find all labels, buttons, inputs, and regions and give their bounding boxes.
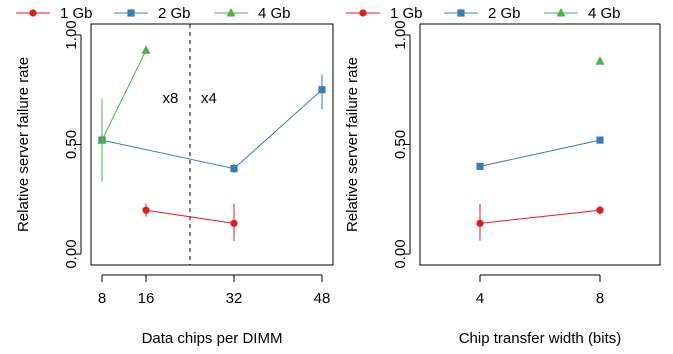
plot-frame (419, 23, 661, 266)
y-tick-label: 0.50 (392, 130, 409, 159)
series-4-gb (97, 45, 151, 182)
series-4-gb (595, 56, 605, 65)
series-1-gb (476, 203, 604, 241)
x-axis-title: Data chips per DIMM (142, 330, 283, 347)
y-axis-title: Relative server failure rate (344, 57, 361, 232)
data-point (596, 136, 604, 144)
data-point (142, 206, 150, 214)
legend-label: 4 Gb (258, 5, 291, 22)
legend-marker (29, 9, 37, 17)
legend: 1 Gb 2 Gb 4 Gb (16, 5, 291, 22)
data-point (476, 162, 484, 171)
legend: 1 Gb 2 Gb 4 Gb (346, 5, 621, 22)
plot-frame (90, 23, 334, 266)
x-tick-label: 8 (98, 290, 106, 307)
x-axis-title: Chip transfer width (bits) (459, 330, 622, 347)
chart-panel-2: 4 8 0.00 0.50 1.00 Chip transfer width (bits)… (344, 5, 661, 347)
series-line (479, 139, 601, 167)
data-point (476, 219, 484, 227)
data-point (595, 56, 605, 65)
legend-marker (457, 9, 465, 17)
y-tick-label: 1.00 (392, 20, 409, 49)
annotation-x4: x4 (201, 90, 217, 107)
y-axis-title: Relative server failure rate (15, 57, 32, 232)
legend-label: 2 Gb (488, 5, 521, 22)
series-line (145, 209, 235, 224)
data-point (141, 45, 151, 54)
series-2-gb (476, 136, 604, 171)
annotation-x8: x8 (163, 90, 179, 107)
y-tick-label: 0.00 (392, 239, 409, 268)
legend-label: 4 Gb (588, 5, 621, 22)
x-tick-label: 48 (314, 290, 331, 307)
series-line (479, 209, 601, 224)
x-tick-label: 32 (226, 290, 243, 307)
legend-marker (226, 8, 236, 17)
y-tick-label: 0.50 (63, 130, 80, 159)
data-point (596, 206, 604, 214)
data-point (230, 219, 238, 227)
y-tick-label: 0.00 (63, 239, 80, 268)
legend-marker (127, 9, 135, 17)
data-point (97, 135, 107, 144)
data-point (318, 86, 326, 94)
legend-marker (556, 8, 566, 17)
x-tick-label: 4 (476, 290, 484, 307)
chart-panel-1: 8 16 32 48 0.00 0.50 1.00 Data chips per DIMM Re… (15, 5, 334, 347)
legend-label: 1 Gb (390, 5, 423, 22)
legend-marker (359, 9, 367, 17)
y-tick-label: 1.00 (63, 20, 80, 49)
x-tick-label: 8 (596, 290, 604, 307)
x-tick-label: 16 (138, 290, 155, 307)
legend-label: 1 Gb (60, 5, 93, 22)
series-line (101, 50, 147, 141)
series-1-gb (142, 203, 238, 241)
legend-label: 2 Gb (158, 5, 191, 22)
data-point (230, 165, 238, 173)
